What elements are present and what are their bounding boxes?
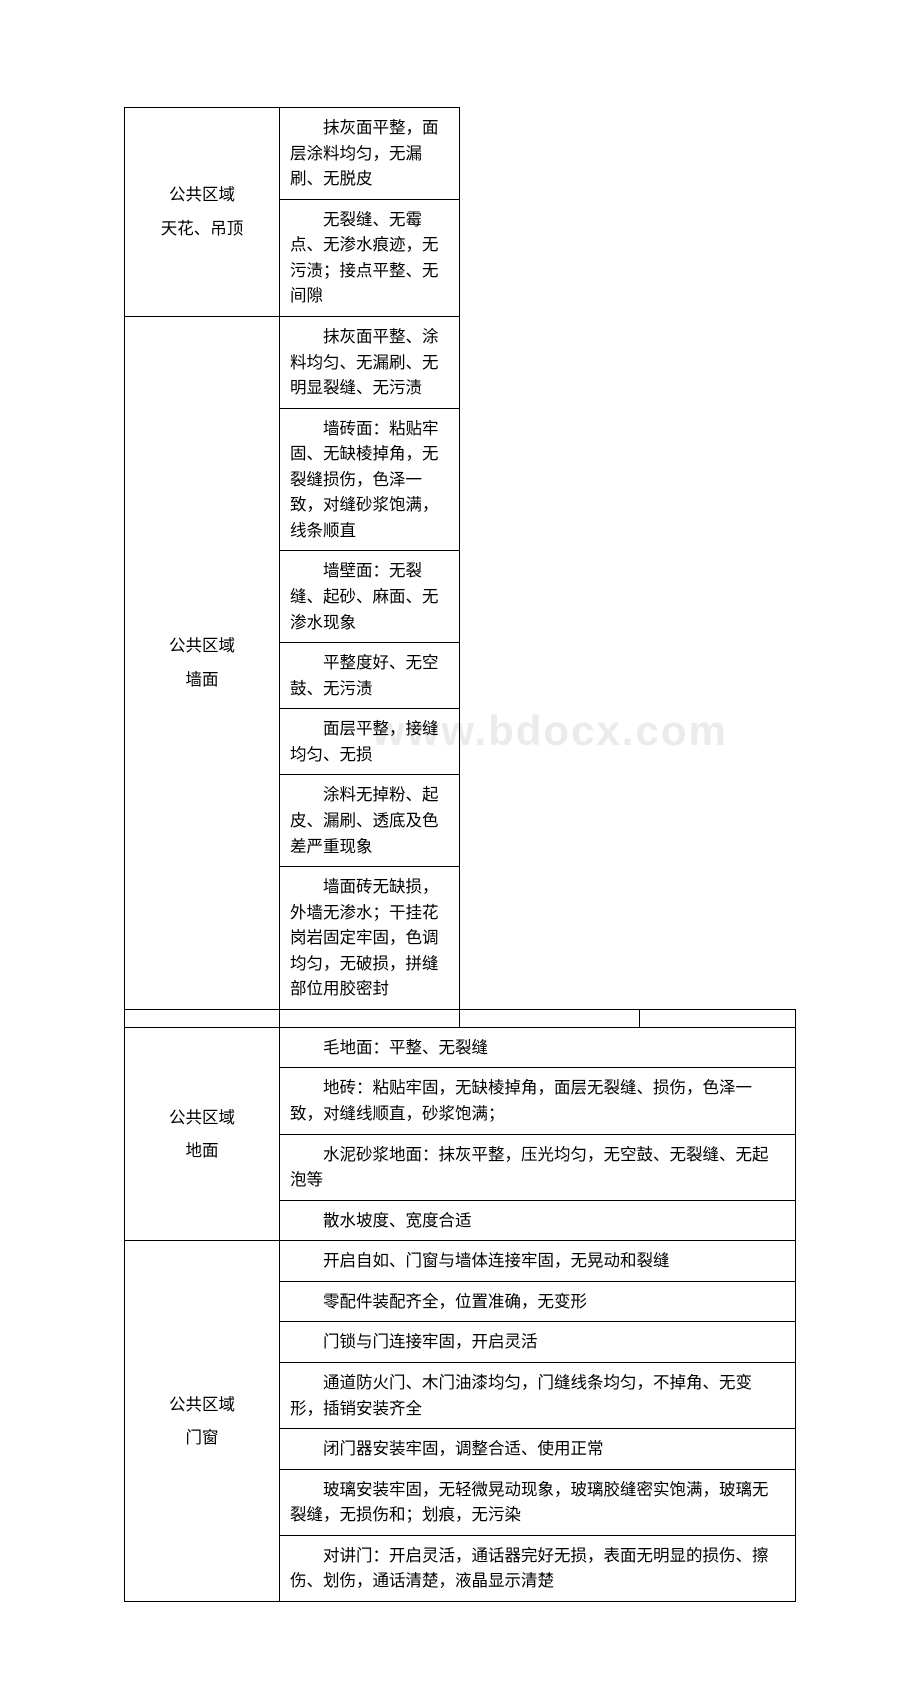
desc-cell: 墙壁面：无裂缝、起砂、麻面、无渗水现象 (280, 551, 460, 643)
desc-cell: 抹灰面平整，面层涂料均匀，无漏刷、无脱皮 (280, 108, 460, 200)
desc-cell: 水泥砂浆地面：抹灰平整，压光均匀，无空鼓、无裂缝、无起泡等 (280, 1134, 796, 1200)
desc-cell: 开启自如、门窗与墙体连接牢固，无晃动和裂缝 (280, 1241, 796, 1282)
desc-cell: 面层平整，接缝均匀、无损 (280, 709, 460, 775)
table-row: 公共区域 地面 毛地面：平整、无裂缝 (125, 1027, 796, 1068)
desc-cell: 对讲门：开启灵活，通话器完好无损，表面无明显的损伤、擦伤、划伤，通话清楚，液晶显… (280, 1535, 796, 1601)
table-row: 公共区域 墙面 抹灰面平整、涂料均匀、无漏刷、无明显裂缝、无污渍 (125, 316, 796, 408)
desc-cell: 地砖：粘贴牢固，无缺棱掉角，面层无裂缝、损伤，色泽一致，对缝线顺直，砂浆饱满； (280, 1068, 796, 1134)
category-line: 公共区域 (129, 633, 275, 659)
gap-cell (125, 1009, 280, 1027)
category-cell: 公共区域 天花、吊顶 (125, 108, 280, 317)
desc-cell: 墙砖面：粘贴牢固、无缺棱掉角，无裂缝损伤，色泽一致，对缝砂浆饱满，线条顺直 (280, 408, 460, 551)
category-line: 公共区域 (129, 1392, 275, 1418)
desc-cell: 抹灰面平整、涂料均匀、无漏刷、无明显裂缝、无污渍 (280, 316, 460, 408)
category-line: 门窗 (129, 1425, 275, 1451)
category-cell: 公共区域 门窗 (125, 1241, 280, 1602)
gap-cell (460, 1009, 640, 1027)
category-cell: 公共区域 地面 (125, 1027, 280, 1240)
desc-cell: 闭门器安装牢固，调整合适、使用正常 (280, 1429, 796, 1470)
gap-cell (640, 1009, 796, 1027)
table-row: 公共区域 门窗 开启自如、门窗与墙体连接牢固，无晃动和裂缝 (125, 1241, 796, 1282)
desc-cell: 平整度好、无空鼓、无污渍 (280, 643, 460, 709)
desc-cell: 无裂缝、无霉点、无渗水痕迹，无污渍；接点平整、无间隙 (280, 199, 460, 316)
gap-row (125, 1009, 796, 1027)
desc-cell: 散水坡度、宽度合适 (280, 1200, 796, 1241)
gap-cell (280, 1009, 460, 1027)
category-line: 墙面 (129, 667, 275, 693)
desc-cell: 涂料无掉粉、起皮、漏刷、透底及色差严重现象 (280, 775, 460, 867)
category-line: 天花、吊顶 (129, 216, 275, 242)
desc-cell: 玻璃安装牢固，无轻微晃动现象，玻璃胶缝密实饱满，玻璃无裂缝，无损伤和；划痕，无污… (280, 1469, 796, 1535)
desc-cell: 门锁与门连接牢固，开启灵活 (280, 1322, 796, 1363)
desc-cell: 通道防火门、木门油漆均匀，门缝线条均匀，不掉角、无变形，插销安装齐全 (280, 1362, 796, 1428)
page-wrap: www.bdocx.com 公共区域 天花、吊顶 抹灰面平整，面层涂料均匀，无漏… (124, 107, 796, 1602)
category-line: 公共区域 (129, 1105, 275, 1131)
category-line: 地面 (129, 1138, 275, 1164)
category-line: 公共区域 (129, 182, 275, 208)
inspection-table: 公共区域 天花、吊顶 抹灰面平整，面层涂料均匀，无漏刷、无脱皮 无裂缝、无霉点、… (124, 107, 796, 1602)
desc-cell: 墙面砖无缺损，外墙无渗水；干挂花岗岩固定牢固，色调均匀，无破损，拼缝部位用胶密封 (280, 867, 460, 1010)
desc-cell: 毛地面：平整、无裂缝 (280, 1027, 796, 1068)
category-cell: 公共区域 墙面 (125, 316, 280, 1009)
table-row: 公共区域 天花、吊顶 抹灰面平整，面层涂料均匀，无漏刷、无脱皮 (125, 108, 796, 200)
